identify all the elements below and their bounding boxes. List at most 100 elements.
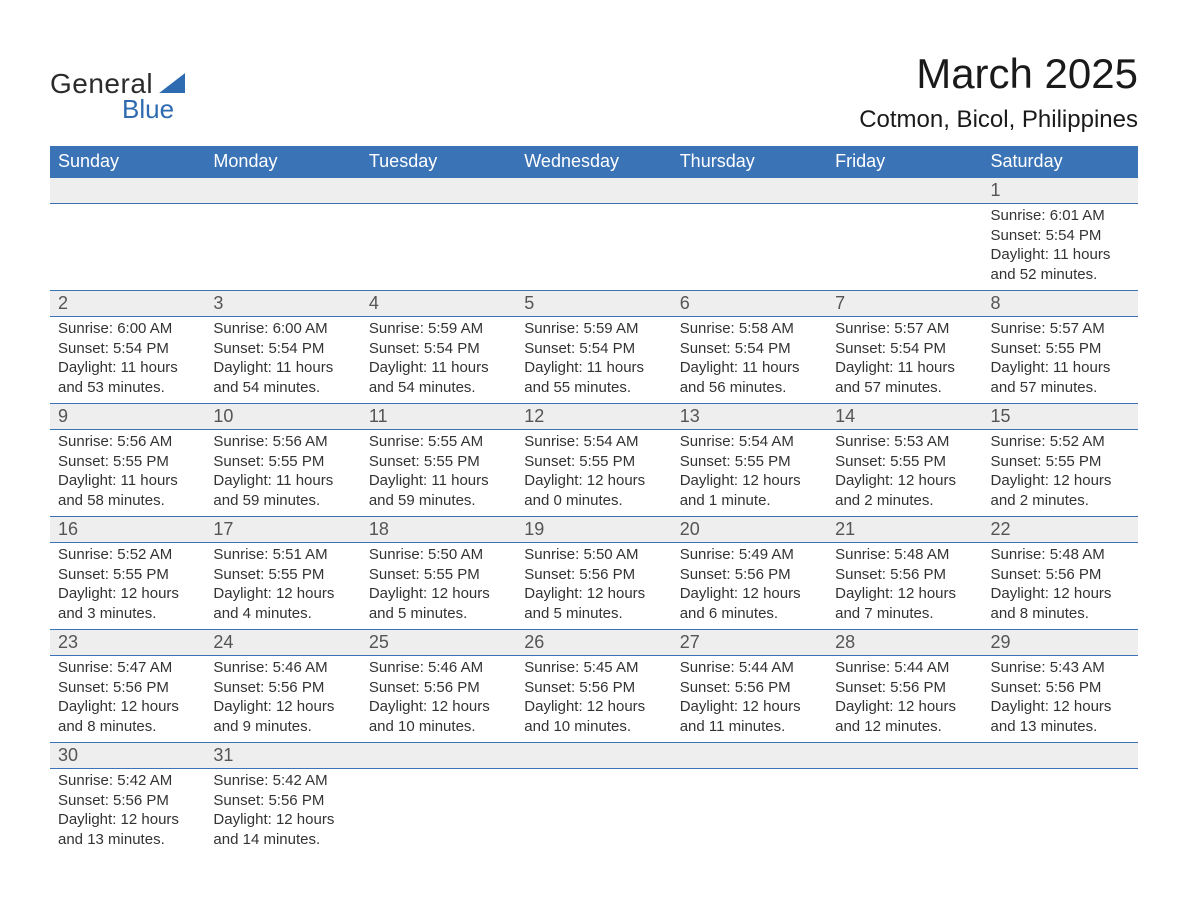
day-sr: Sunrise: 6:01 AM (991, 206, 1130, 226)
day-d2: and 1 minute. (680, 491, 819, 511)
day-d1: Daylight: 12 hours (524, 697, 663, 717)
day-detail: Sunrise: 6:01 AMSunset: 5:54 PMDaylight:… (983, 204, 1138, 290)
day-number: 22 (983, 517, 1138, 542)
day-d2: and 0 minutes. (524, 491, 663, 511)
day-detail (50, 204, 205, 264)
day-d2: and 5 minutes. (524, 604, 663, 624)
day-detail: Sunrise: 5:56 AMSunset: 5:55 PMDaylight:… (205, 430, 360, 516)
day-number (827, 743, 982, 767)
day-ss: Sunset: 5:56 PM (58, 791, 197, 811)
day-d1: Daylight: 12 hours (213, 810, 352, 830)
day-ss: Sunset: 5:54 PM (991, 226, 1130, 246)
day-detail: Sunrise: 5:59 AMSunset: 5:54 PMDaylight:… (361, 317, 516, 403)
day-detail: Sunrise: 6:00 AMSunset: 5:54 PMDaylight:… (205, 317, 360, 403)
day-ss: Sunset: 5:54 PM (58, 339, 197, 359)
day-ss: Sunset: 5:55 PM (213, 452, 352, 472)
day-ss: Sunset: 5:56 PM (369, 678, 508, 698)
day-number: 3 (205, 291, 360, 316)
day-d2: and 11 minutes. (680, 717, 819, 737)
day-detail: Sunrise: 5:46 AMSunset: 5:56 PMDaylight:… (205, 656, 360, 742)
day-detail (516, 204, 671, 264)
day-ss: Sunset: 5:56 PM (991, 565, 1130, 585)
title-block: March 2025 Cotmon, Bicol, Philippines (859, 50, 1138, 134)
day-ss: Sunset: 5:55 PM (680, 452, 819, 472)
day-d1: Daylight: 11 hours (213, 471, 352, 491)
day-number: 10 (205, 404, 360, 429)
day-ss: Sunset: 5:54 PM (369, 339, 508, 359)
day-number (672, 178, 827, 202)
day-d1: Daylight: 12 hours (369, 584, 508, 604)
day-d2: and 56 minutes. (680, 378, 819, 398)
day-sr: Sunrise: 5:46 AM (369, 658, 508, 678)
day-ss: Sunset: 5:54 PM (213, 339, 352, 359)
day-detail (205, 204, 360, 264)
day-number: 12 (516, 404, 671, 429)
day-d2: and 5 minutes. (369, 604, 508, 624)
brand-sail-icon (159, 73, 185, 93)
calendar-table: SundayMondayTuesdayWednesdayThursdayFrid… (50, 146, 1138, 855)
day-detail: Sunrise: 5:54 AMSunset: 5:55 PMDaylight:… (672, 430, 827, 516)
month-title: March 2025 (859, 50, 1138, 98)
day-sr: Sunrise: 5:44 AM (835, 658, 974, 678)
day-number: 2 (50, 291, 205, 316)
location-subtitle: Cotmon, Bicol, Philippines (859, 106, 1138, 134)
day-number: 13 (672, 404, 827, 429)
day-ss: Sunset: 5:56 PM (835, 565, 974, 585)
day-d2: and 57 minutes. (991, 378, 1130, 398)
day-sr: Sunrise: 5:59 AM (369, 319, 508, 339)
day-number: 31 (205, 743, 360, 768)
day-d1: Daylight: 12 hours (58, 810, 197, 830)
day-number (361, 743, 516, 767)
day-number: 29 (983, 630, 1138, 655)
day-d1: Daylight: 11 hours (58, 358, 197, 378)
day-detail (983, 769, 1138, 829)
day-sr: Sunrise: 6:00 AM (213, 319, 352, 339)
day-detail: Sunrise: 5:50 AMSunset: 5:55 PMDaylight:… (361, 543, 516, 629)
day-d2: and 10 minutes. (369, 717, 508, 737)
day-d1: Daylight: 11 hours (991, 245, 1130, 265)
day-d2: and 6 minutes. (680, 604, 819, 624)
day-number (361, 178, 516, 202)
header-row: General Blue March 2025 Cotmon, Bicol, P… (50, 50, 1138, 134)
day-sr: Sunrise: 5:55 AM (369, 432, 508, 452)
day-number (205, 178, 360, 202)
day-number: 11 (361, 404, 516, 429)
day-number: 24 (205, 630, 360, 655)
day-d1: Daylight: 12 hours (524, 584, 663, 604)
day-d2: and 3 minutes. (58, 604, 197, 624)
day-number: 14 (827, 404, 982, 429)
day-sr: Sunrise: 5:48 AM (835, 545, 974, 565)
day-sr: Sunrise: 5:52 AM (991, 432, 1130, 452)
day-number (516, 743, 671, 767)
day-number: 30 (50, 743, 205, 768)
day-d2: and 7 minutes. (835, 604, 974, 624)
day-number (516, 178, 671, 202)
day-d1: Daylight: 12 hours (991, 471, 1130, 491)
day-detail: Sunrise: 5:42 AMSunset: 5:56 PMDaylight:… (50, 769, 205, 855)
weekday-header: Thursday (672, 146, 827, 178)
day-ss: Sunset: 5:56 PM (680, 678, 819, 698)
day-ss: Sunset: 5:55 PM (58, 452, 197, 472)
day-number: 9 (50, 404, 205, 429)
day-detail: Sunrise: 5:48 AMSunset: 5:56 PMDaylight:… (983, 543, 1138, 629)
day-detail: Sunrise: 5:44 AMSunset: 5:56 PMDaylight:… (827, 656, 982, 742)
day-sr: Sunrise: 5:51 AM (213, 545, 352, 565)
day-d2: and 2 minutes. (835, 491, 974, 511)
day-sr: Sunrise: 5:43 AM (991, 658, 1130, 678)
day-d2: and 54 minutes. (369, 378, 508, 398)
day-number: 8 (983, 291, 1138, 316)
day-ss: Sunset: 5:55 PM (524, 452, 663, 472)
day-d1: Daylight: 12 hours (835, 697, 974, 717)
day-d2: and 12 minutes. (835, 717, 974, 737)
day-ss: Sunset: 5:55 PM (991, 339, 1130, 359)
day-d2: and 2 minutes. (991, 491, 1130, 511)
day-detail: Sunrise: 5:56 AMSunset: 5:55 PMDaylight:… (50, 430, 205, 516)
day-ss: Sunset: 5:56 PM (524, 565, 663, 585)
day-number: 18 (361, 517, 516, 542)
day-d1: Daylight: 11 hours (369, 471, 508, 491)
day-d2: and 14 minutes. (213, 830, 352, 850)
day-d1: Daylight: 12 hours (213, 697, 352, 717)
day-sr: Sunrise: 5:42 AM (58, 771, 197, 791)
day-sr: Sunrise: 5:48 AM (991, 545, 1130, 565)
day-detail (361, 769, 516, 829)
